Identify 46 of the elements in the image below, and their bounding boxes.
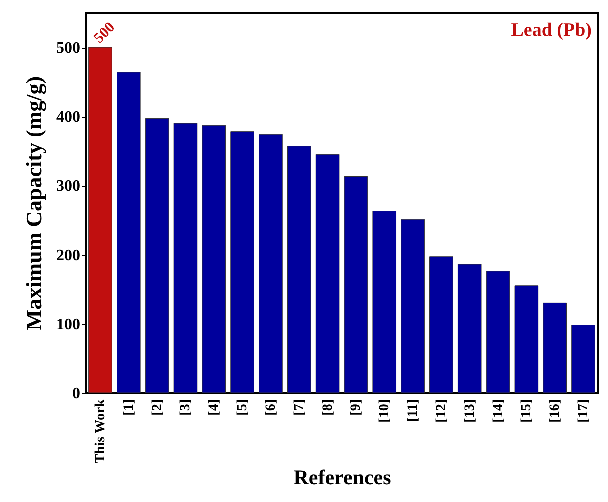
x-tick-label: [8] [320, 400, 336, 416]
bar [316, 154, 340, 394]
x-tick-label: [7] [292, 400, 308, 416]
y-tick-label: 0 [72, 386, 80, 402]
bar [344, 176, 368, 394]
bar [486, 271, 510, 394]
bar [572, 325, 596, 394]
y-tick-label: 400 [56, 109, 80, 126]
bar [287, 146, 312, 394]
x-axis-title: References [294, 466, 392, 490]
y-tick-label: 500 [56, 40, 80, 58]
bar [117, 72, 141, 394]
bar [458, 264, 482, 394]
x-tick-label: [16] [548, 400, 564, 423]
bar [145, 118, 170, 394]
data-label: 500 [91, 20, 119, 47]
y-axis-title: Maximum Capacity (mg/g) [22, 76, 46, 331]
bar [430, 256, 454, 394]
x-tick-label: [17] [576, 400, 592, 423]
x-tick-label: [13] [462, 400, 478, 423]
bar [372, 211, 397, 394]
x-tick-label: [1] [122, 400, 137, 416]
annotation: Lead (Pb) [511, 20, 592, 41]
bar [514, 286, 539, 394]
x-tick-label: [3] [178, 400, 194, 416]
x-tick-label: [6] [264, 400, 279, 416]
x-tick-label: [14] [491, 400, 506, 423]
bar [259, 134, 283, 394]
x-tick-label: This Work [93, 399, 108, 464]
x-tick-label: [11] [406, 400, 422, 422]
y-tick-label: 100 [56, 316, 80, 334]
bar [401, 219, 425, 394]
bar [174, 123, 198, 394]
bar [543, 302, 567, 394]
x-tick-label: [4] [207, 400, 222, 416]
x-tick-label: [2] [150, 400, 166, 416]
x-tick-label: [12] [434, 400, 450, 423]
x-tick-label: [9] [349, 400, 364, 416]
x-tick-label: [5] [236, 400, 251, 416]
bar [88, 47, 112, 394]
bar [202, 125, 226, 394]
x-tick-label: [10] [378, 400, 393, 423]
y-tick-label: 300 [56, 178, 80, 196]
x-tick-label: [15] [520, 400, 535, 423]
bar [230, 132, 254, 394]
y-tick-label: 200 [56, 247, 80, 264]
